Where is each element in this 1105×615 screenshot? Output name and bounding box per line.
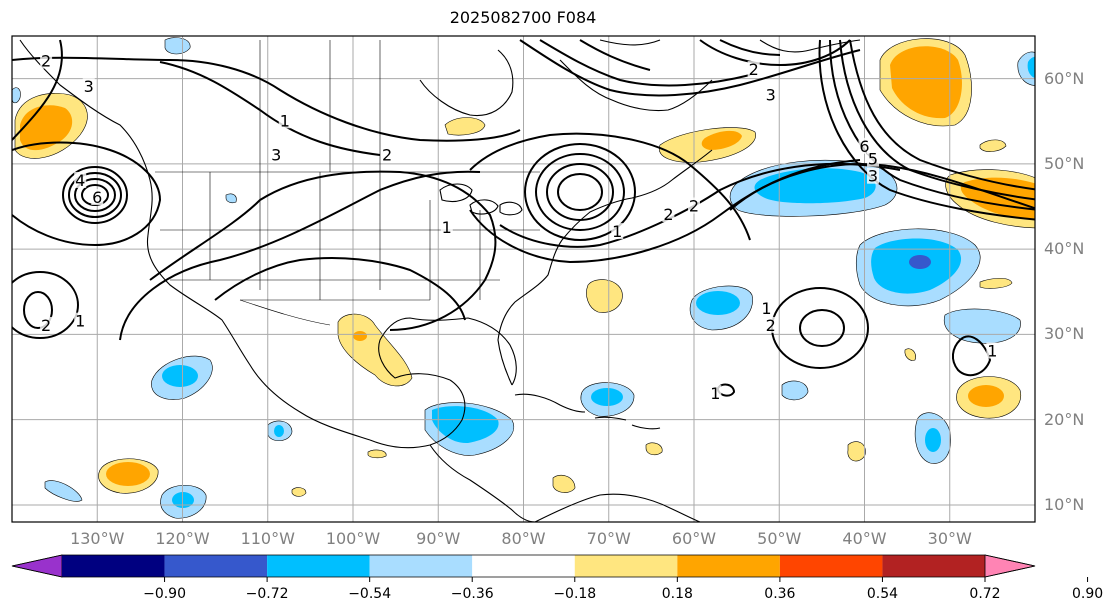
contour-label: 1	[442, 218, 452, 237]
contour-label: 2	[663, 205, 673, 224]
map-frame	[11, 35, 1036, 523]
colorbar-tick-label: −0.18	[553, 586, 597, 602]
contour-label: 1	[280, 111, 290, 130]
latitude-label: 30°N	[1044, 324, 1085, 344]
contour-label: 2	[749, 60, 759, 79]
contour-label-bg	[611, 223, 624, 240]
colorbar-tick-label: 0.90	[1071, 586, 1104, 602]
colorbar-tick-label: −0.90	[143, 586, 186, 602]
contour-label-bg	[764, 86, 777, 103]
colorbar	[11, 554, 1089, 582]
colorbar-tick-label: −0.36	[450, 586, 494, 602]
contour-label-bg	[91, 189, 104, 205]
contour-label-bg	[74, 312, 87, 329]
longitude-label: 40°W	[842, 529, 887, 548]
contour-label: 3	[766, 86, 776, 105]
longitude-label: 110°W	[240, 529, 295, 548]
longitude-label: 120°W	[155, 529, 210, 548]
latitude-label: 10°N	[1044, 494, 1085, 514]
colorbar-tick-label: −0.72	[245, 586, 289, 602]
contour-label-bg	[709, 385, 722, 402]
contour-label-bg	[747, 61, 760, 78]
contour-label: 2	[689, 197, 699, 216]
contour-label-bg	[764, 316, 777, 333]
colorbar-outline	[11, 554, 1036, 578]
contour-label: 1	[761, 299, 771, 318]
graticule	[12, 36, 1035, 522]
colorbar-tick-label: 0.72	[969, 586, 1001, 602]
contour-label: 6	[92, 188, 102, 207]
contour-label-bg	[381, 146, 394, 163]
contour-label-bg	[40, 52, 53, 69]
colorbar-extend-low	[11, 554, 63, 578]
longitude-label: 90°W	[416, 529, 461, 548]
colorbar-tick-label: −0.54	[348, 586, 392, 602]
contour-label-bg	[278, 112, 291, 129]
contour-label: 2	[766, 316, 776, 335]
colorbar-tick-label: 0.18	[661, 586, 693, 602]
colorbar-segment	[472, 555, 575, 577]
contour-label-bg	[867, 167, 880, 184]
contour-label-bg	[760, 299, 773, 316]
contour-label-bg	[270, 146, 283, 163]
latitude-label: 50°N	[1044, 153, 1085, 173]
latitude-label: 20°N	[1044, 409, 1085, 429]
colorbar-segment	[62, 555, 165, 577]
contour-label-bg	[986, 342, 999, 359]
latitude-label: 40°N	[1044, 239, 1085, 259]
contour-label-bg	[662, 206, 675, 223]
colorbar-segment	[574, 555, 678, 577]
map-title: 2025082700 F084	[449, 8, 597, 27]
contour-label-bg	[867, 150, 880, 167]
longitude-label: 80°W	[501, 529, 546, 548]
contour-label-bg	[440, 218, 453, 235]
longitude-label: 130°W	[70, 529, 125, 548]
contour-label-bg	[40, 316, 53, 333]
longitude-label: 70°W	[586, 529, 631, 548]
contour-label: 2	[382, 145, 392, 164]
contour-label-bg	[74, 171, 87, 188]
colorbar-segment	[779, 555, 883, 577]
longitude-label: 60°W	[671, 529, 717, 548]
contour-label-bg	[688, 197, 700, 214]
contour-label: 1	[710, 384, 720, 403]
colorbar-tick-label: 0.54	[866, 586, 899, 602]
contour-label-bg	[858, 137, 871, 154]
contour-label: 4	[75, 171, 85, 190]
contour-label: 1	[987, 341, 997, 360]
longitude-label: 100°W	[325, 529, 381, 548]
contour-label: 6	[859, 137, 869, 156]
longitude-label: 50°W	[757, 529, 802, 548]
latitude-label: 60°N	[1044, 68, 1085, 88]
colorbar-tick-label: 0.36	[764, 586, 796, 602]
colorbar-segment	[882, 555, 985, 577]
shaded-fields	[12, 37, 1035, 519]
contour-label: 1	[75, 312, 85, 331]
contour-label: 5	[868, 150, 878, 169]
colorbar-segment	[164, 555, 268, 577]
contour-label: 3	[271, 145, 281, 164]
longitude-label: 30°W	[927, 529, 972, 548]
contour-label: 2	[41, 52, 51, 71]
contour-label: 3	[84, 77, 94, 96]
contour-label: 3	[868, 167, 878, 186]
contour-label-bg	[82, 78, 95, 95]
contour-label: 2	[41, 316, 51, 335]
colorbar-extend-high	[984, 554, 1036, 578]
colorbar-segment	[267, 555, 370, 577]
contour-lines	[12, 39, 1035, 397]
contour-label: 1	[612, 222, 622, 241]
colorbar-segment	[369, 555, 473, 577]
colorbar-segment	[677, 555, 780, 577]
